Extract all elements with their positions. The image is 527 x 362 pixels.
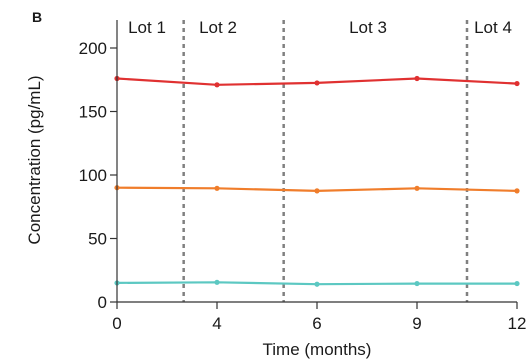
y-tick-label: 150 bbox=[79, 103, 107, 122]
x-tick-label: 9 bbox=[412, 314, 421, 333]
x-tick-label: 6 bbox=[312, 314, 321, 333]
panel-label: B bbox=[32, 9, 42, 25]
x-tick-label: 4 bbox=[212, 314, 221, 333]
series-1-point bbox=[414, 75, 420, 82]
lot-dividers bbox=[182, 20, 469, 302]
x-axis-ticks: 0 4 6 9 12 bbox=[112, 302, 526, 333]
series-3-point bbox=[214, 279, 220, 285]
series-1-point bbox=[314, 80, 320, 86]
y-tick-label: 50 bbox=[88, 230, 107, 249]
lot-label: Lot 1 bbox=[128, 18, 166, 37]
series-3-point bbox=[514, 280, 520, 287]
series-layer bbox=[114, 75, 520, 287]
lot-label: Lot 2 bbox=[199, 18, 237, 37]
series-2-point bbox=[414, 185, 420, 191]
y-axis-ticks: 0 50 100 150 200 bbox=[79, 39, 117, 312]
x-tick-label: 0 bbox=[112, 314, 121, 333]
y-axis-title: Concentration (pg/mL) bbox=[25, 75, 44, 244]
lot-labels: Lot 1 Lot 2 Lot 3 Lot 4 bbox=[128, 18, 512, 37]
series-1-point bbox=[514, 80, 520, 87]
axes bbox=[116, 20, 517, 303]
lot-label: Lot 4 bbox=[474, 18, 512, 37]
series-2-point bbox=[314, 188, 320, 194]
series-2-point bbox=[214, 185, 220, 191]
x-tick-label: 12 bbox=[508, 314, 527, 333]
x-axis-title: Time (months) bbox=[263, 340, 372, 359]
y-tick-label: 100 bbox=[79, 166, 107, 185]
series-2-point bbox=[514, 188, 520, 194]
y-tick-label: 0 bbox=[98, 293, 107, 312]
series-1-point bbox=[214, 82, 220, 88]
series-3-point bbox=[414, 280, 420, 287]
y-tick-label: 200 bbox=[79, 39, 107, 58]
series-3-point bbox=[314, 281, 320, 287]
lot-label: Lot 3 bbox=[349, 18, 387, 37]
